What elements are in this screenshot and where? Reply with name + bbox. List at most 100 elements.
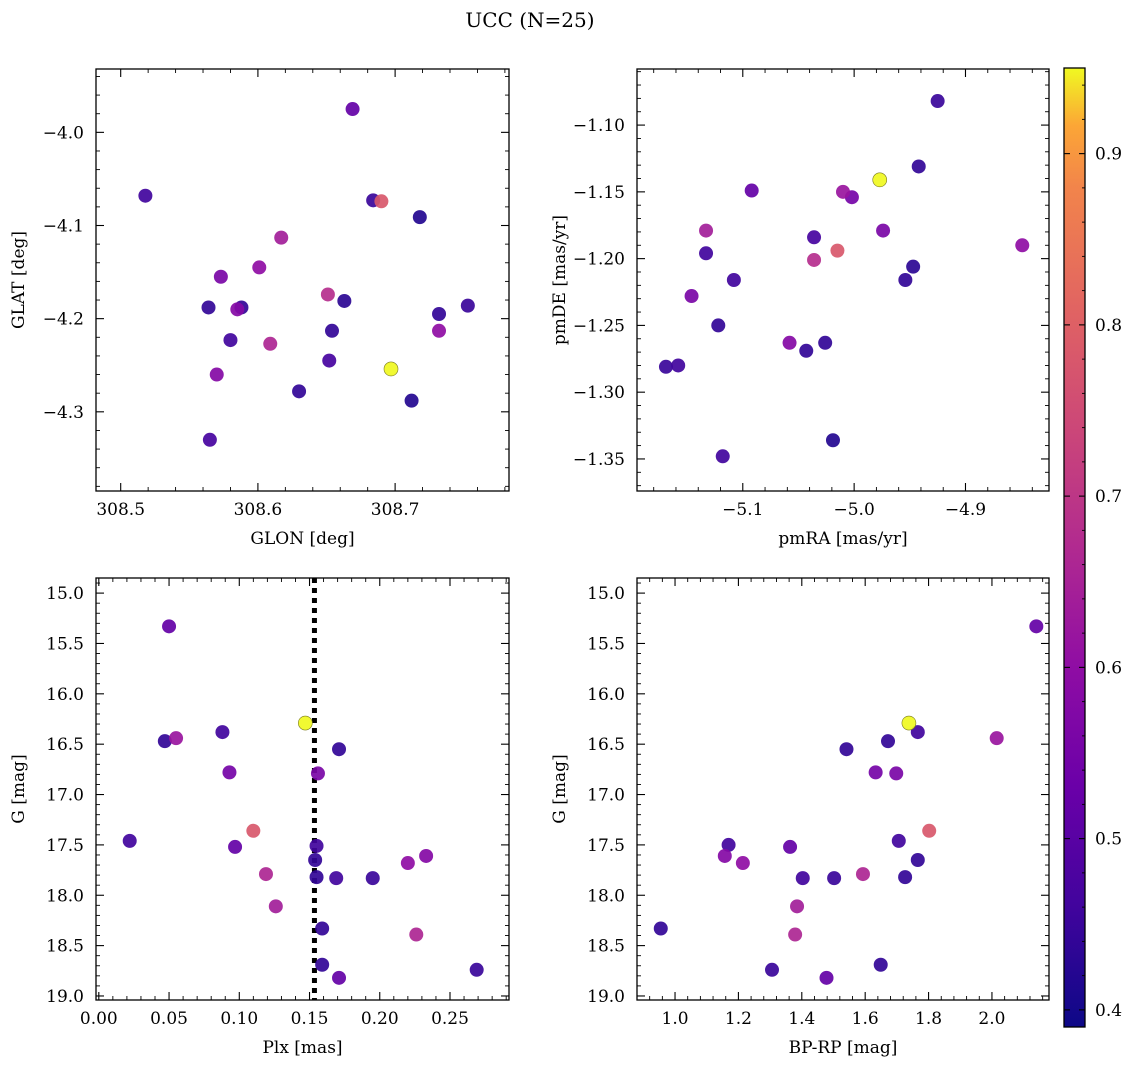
y-axis-label: pmDE [mas/yr]	[550, 215, 570, 345]
x-tick-label: 0.10	[220, 1009, 258, 1029]
data-point	[799, 343, 814, 358]
data-point	[223, 333, 238, 348]
y-axis-label: G [mag]	[550, 754, 570, 823]
x-tick-label: 0.15	[291, 1009, 329, 1029]
data-point	[744, 183, 759, 198]
colorbar-tick-label: 0.9	[1095, 145, 1122, 165]
y-tick-label: −1.25	[573, 316, 625, 336]
data-point	[215, 725, 230, 740]
data-point	[332, 742, 347, 757]
data-point	[201, 300, 216, 315]
data-point	[715, 449, 730, 464]
colorbar-tick-label: 0.8	[1095, 316, 1122, 336]
data-point	[162, 619, 177, 634]
y-tick-label: 18.0	[587, 886, 625, 906]
y-tick-label: 17.0	[46, 786, 84, 806]
data-point	[268, 899, 283, 914]
x-tick-label: 1.4	[788, 1009, 815, 1029]
y-tick-label: 16.5	[46, 735, 84, 755]
x-tick-label: −5.1	[722, 500, 763, 520]
figure-title: UCC (N=25)	[465, 8, 594, 32]
data-point	[711, 318, 726, 333]
data-point	[922, 823, 937, 838]
data-point	[889, 766, 904, 781]
y-tick-label: −1.20	[573, 250, 625, 270]
x-tick-label: 308.5	[96, 500, 145, 520]
data-point	[721, 837, 736, 852]
y-tick-label: 15.5	[587, 634, 625, 654]
data-point	[910, 725, 925, 740]
data-point	[460, 298, 475, 313]
x-tick-label: 1.6	[852, 1009, 879, 1029]
axes-frame	[636, 577, 1050, 1001]
colorbar-tick-label: 0.4	[1095, 1001, 1122, 1021]
data-point	[1015, 238, 1030, 253]
data-point	[298, 715, 313, 731]
data-point	[419, 848, 434, 863]
data-point	[827, 871, 842, 886]
colorbar-tick-label: 0.6	[1095, 658, 1122, 678]
data-point	[432, 323, 447, 338]
data-point	[790, 899, 805, 914]
data-point	[671, 358, 686, 373]
data-point	[830, 243, 845, 258]
data-point	[876, 223, 891, 238]
data-point	[881, 734, 896, 749]
y-tick-label: −1.30	[573, 383, 625, 403]
panels: 308.5 308.6 308.7 −4.0 −4.1 −4.2 −4.3 GLON [deg…	[9, 68, 1050, 1058]
data-point	[839, 742, 854, 757]
colorbar-tick-label: 0.5	[1095, 830, 1122, 850]
data-point	[322, 353, 337, 368]
data-point	[726, 273, 741, 287]
data-point	[807, 230, 822, 245]
data-point	[230, 302, 245, 317]
colorbar: 0.4 0.5 0.6 0.7 0.8 0.9	[1063, 67, 1122, 1028]
data-point	[309, 838, 324, 853]
data-point	[122, 833, 137, 848]
axes-frame	[95, 68, 510, 492]
y-tick-label: 16.0	[46, 685, 84, 705]
data-point	[825, 433, 840, 448]
data-point	[469, 962, 484, 977]
x-tick-label: 0.20	[361, 1009, 399, 1029]
x-tick-label: −4.9	[945, 500, 986, 520]
y-axis-label: G [mag]	[9, 754, 29, 823]
data-point	[374, 194, 389, 209]
data-point	[819, 970, 834, 985]
data-point	[325, 323, 339, 338]
panel-1: 308.5 308.6 308.7 −4.0 −4.1 −4.2 −4.3 GLON [deg…	[9, 68, 510, 549]
x-tick-label: 0.00	[80, 1009, 118, 1029]
x-axis-label: BP-RP [mag]	[789, 1038, 898, 1058]
y-tick-label: 16.0	[587, 685, 625, 705]
data-point	[345, 102, 360, 117]
data-point	[320, 287, 335, 302]
y-tick-label: 15.0	[587, 584, 625, 604]
data-point	[309, 870, 324, 885]
x-tick-label: 308.6	[234, 500, 283, 520]
data-point	[400, 856, 415, 871]
y-tick-label: 17.5	[46, 836, 84, 856]
data-point	[432, 307, 447, 322]
y-tick-label: 18.5	[587, 937, 625, 957]
data-point	[308, 853, 323, 868]
data-point	[409, 927, 424, 942]
data-point	[684, 289, 699, 304]
y-tick-label: −4.0	[43, 123, 84, 143]
data-point	[910, 853, 925, 868]
data-point	[788, 927, 803, 942]
axes-frame	[95, 577, 510, 1001]
data-point	[898, 870, 913, 885]
y-tick-label: 17.0	[587, 786, 625, 806]
x-axis-label: pmRA [mas/yr]	[778, 529, 907, 549]
data-point	[412, 210, 427, 225]
data-point	[228, 839, 243, 854]
data-point	[315, 957, 330, 972]
data-point	[906, 259, 921, 274]
data-point	[365, 871, 380, 886]
x-tick-label: 1.8	[915, 1009, 942, 1029]
y-tick-label: 18.0	[46, 886, 84, 906]
data-point	[157, 734, 172, 749]
y-tick-label: 19.0	[587, 987, 625, 1007]
data-point	[898, 273, 913, 287]
colorbar-tick-label: 0.7	[1095, 487, 1122, 507]
